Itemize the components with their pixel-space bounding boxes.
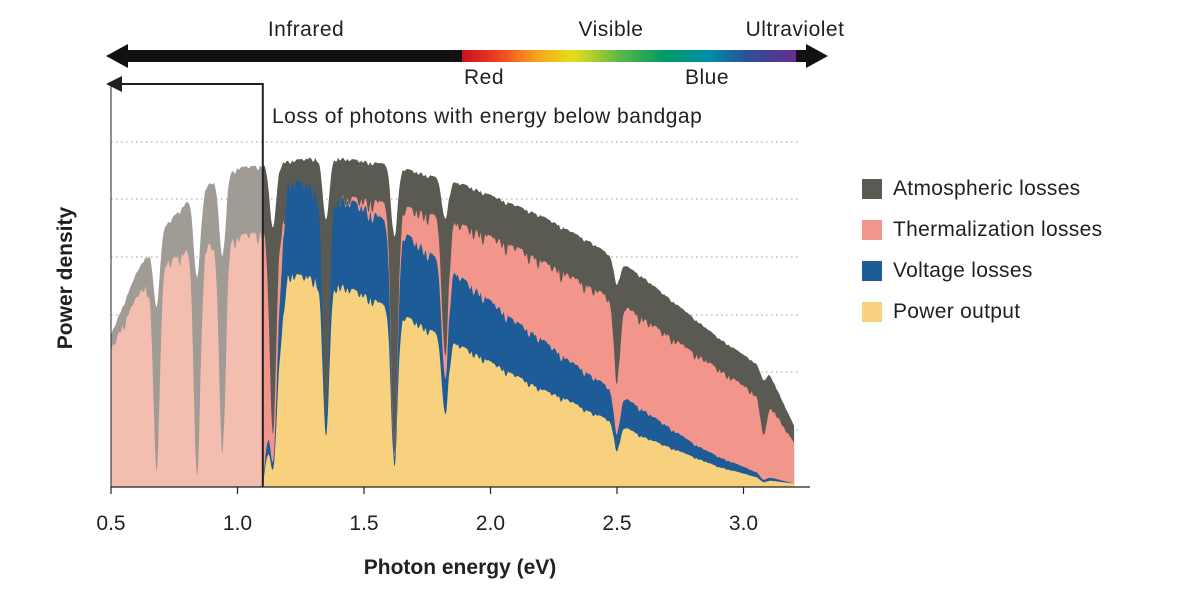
bandgap-annotation: Loss of photons with energy below bandga… <box>272 105 702 128</box>
legend-label-power: Power output <box>893 299 1021 323</box>
y-axis-label: Power density <box>54 206 77 350</box>
spectrum-bar-ultraviolet <box>796 50 806 62</box>
legend-label-thermalization: Thermalization losses <box>893 217 1103 241</box>
legend-label-atmospheric: Atmospheric losses <box>893 176 1081 200</box>
legend-item-thermalization: Thermalization losses <box>862 209 1102 250</box>
legend-label-voltage: Voltage losses <box>893 258 1033 282</box>
spectrum-label-infrared: Infrared <box>268 18 344 41</box>
legend-swatch-atmospheric <box>862 178 882 199</box>
spectrum-label-ultraviolet: Ultraviolet <box>746 18 845 41</box>
spectrum-bar-infrared <box>122 50 462 62</box>
bandgap-line <box>118 83 264 487</box>
area-power-output <box>262 273 795 487</box>
area-below-bandgap-transmitted <box>111 232 263 487</box>
spectrum-marker-blue: Blue <box>685 66 729 89</box>
legend-item-voltage: Voltage losses <box>862 250 1102 291</box>
x-tick-label: 1.0 <box>223 512 252 535</box>
bandgap-arrowhead <box>106 76 122 92</box>
x-tick-label: 1.5 <box>349 512 378 535</box>
legend-swatch-thermalization <box>862 219 882 240</box>
x-axis-label: Photon energy (eV) <box>363 556 557 579</box>
legend-swatch-power <box>862 301 882 322</box>
spectrum-bar-visible <box>462 50 798 62</box>
x-tick-label: 2.5 <box>602 512 631 535</box>
legend-swatch-voltage <box>862 260 882 281</box>
spectrum-arrow-right <box>806 44 828 68</box>
legend: Atmospheric losses Thermalization losses… <box>862 168 1102 332</box>
legend-item-atmospheric: Atmospheric losses <box>862 168 1102 209</box>
spectrum-marker-red: Red <box>464 66 504 89</box>
legend-item-power: Power output <box>862 291 1102 332</box>
spectrum-label-visible: Visible <box>579 18 644 41</box>
x-tick-label: 3.0 <box>729 512 758 535</box>
spectrum-arrow-left <box>106 44 128 68</box>
x-tick-label: 0.5 <box>96 512 125 535</box>
x-tick-label: 2.0 <box>476 512 505 535</box>
